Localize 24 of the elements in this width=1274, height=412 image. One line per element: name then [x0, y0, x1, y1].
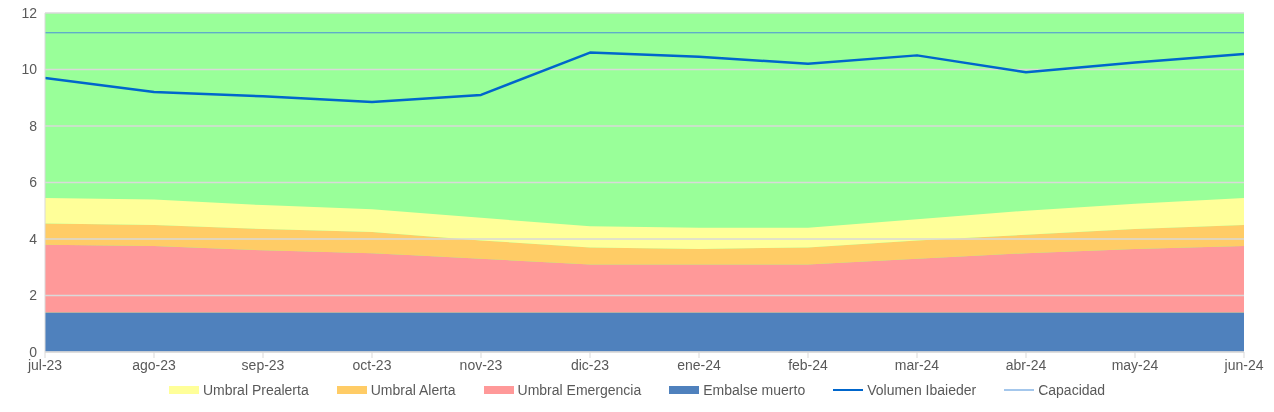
- y-tick-label: 8: [29, 117, 38, 134]
- line-series: [45, 51, 1244, 104]
- x-tick-label: feb-24: [788, 356, 829, 373]
- x-tick-label: dic-23: [570, 356, 610, 373]
- x-tick-label: jun-24: [1223, 356, 1264, 373]
- y-tick-label: 4: [29, 230, 38, 247]
- x-tick-label: mar-24: [894, 356, 940, 373]
- y-tick-label: 2: [29, 287, 38, 304]
- x-tick-label: nov-23: [459, 356, 503, 373]
- legend-label: Capacidad: [1038, 382, 1106, 398]
- legend-label: Volumen Ibaieder: [867, 382, 977, 398]
- y-tick-label: 12: [21, 4, 38, 21]
- legend-label: Umbral Emergencia: [517, 382, 642, 398]
- x-tick-label: abr-24: [1005, 356, 1047, 373]
- x-tick-label: oct-23: [352, 356, 392, 373]
- legend-label: Umbral Prealerta: [202, 382, 309, 398]
- x-tick-label: ago-23: [132, 356, 177, 373]
- x-tick-label: may-24: [1111, 356, 1159, 373]
- y-tick-label: 6: [29, 174, 38, 191]
- x-tick-label: sep-23: [241, 356, 285, 373]
- legend-label: Embalse muerto: [703, 382, 806, 398]
- y-tick-label: 10: [21, 61, 38, 78]
- x-tick-label: ene-24: [677, 356, 722, 373]
- legend-label: Umbral Alerta: [370, 382, 456, 398]
